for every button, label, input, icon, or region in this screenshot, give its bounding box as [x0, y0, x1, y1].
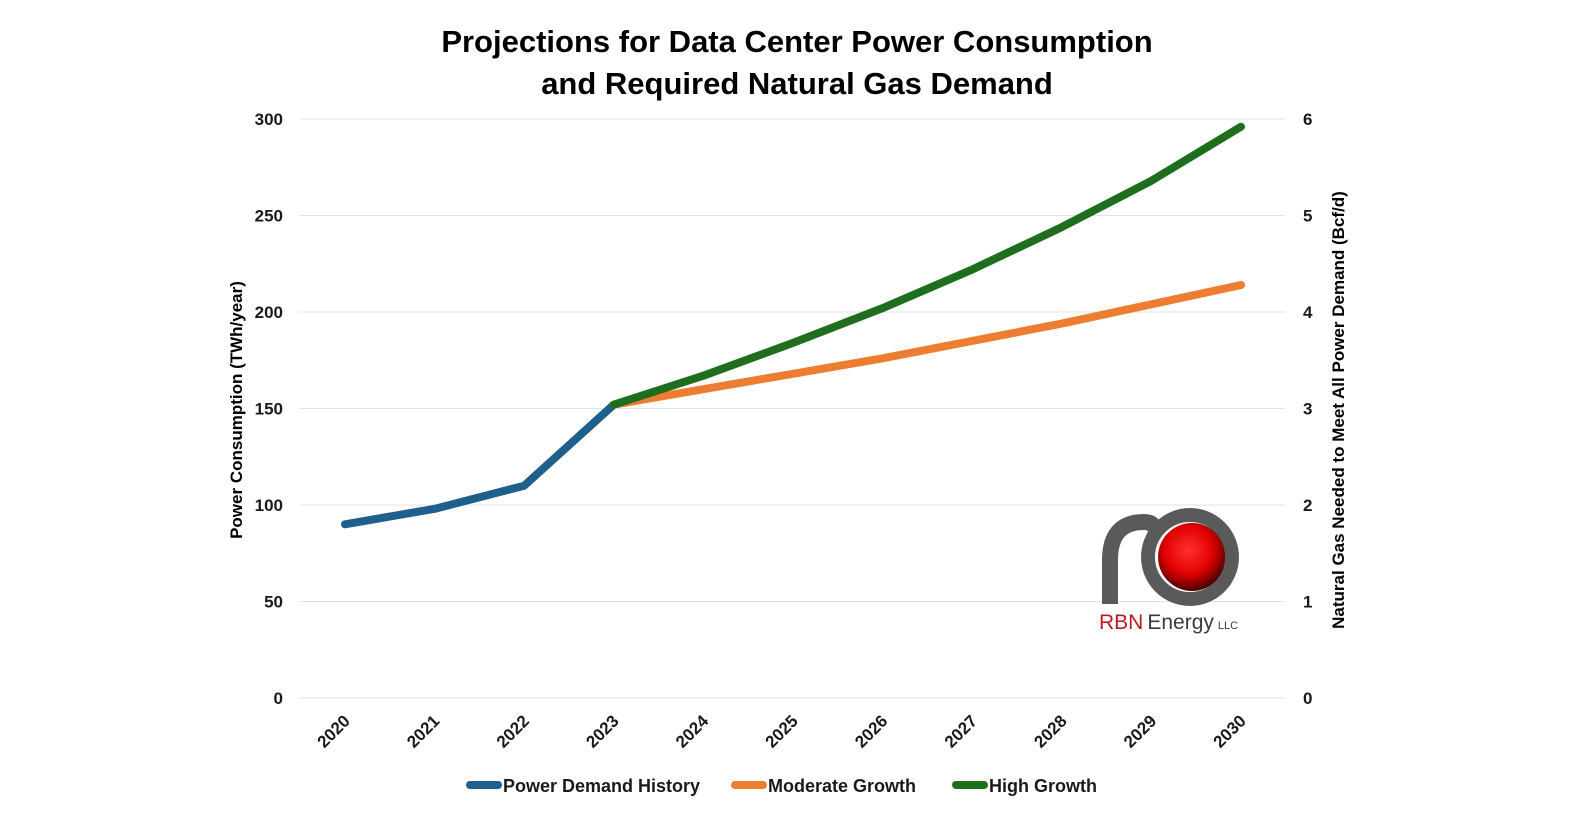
x-tick-label: 2026 — [851, 711, 891, 751]
left-y-tick-label: 50 — [264, 593, 283, 612]
left-y-tick-label: 100 — [255, 496, 283, 515]
logo-red-ball — [1158, 523, 1226, 591]
right-y-tick-label: 5 — [1303, 207, 1312, 226]
left-y-tick-label: 300 — [255, 110, 283, 129]
right-y-tick-label: 6 — [1303, 110, 1312, 129]
legend-label: Moderate Growth — [768, 776, 916, 796]
left-y-tick-label: 0 — [274, 689, 283, 708]
right-y-axis-ticks: 0 1 2 3 4 5 6 — [1303, 110, 1313, 708]
x-tick-label: 2028 — [1030, 711, 1070, 751]
chart-title: Projections for Data Center Power Consum… — [441, 24, 1152, 101]
left-y-tick-label: 250 — [255, 207, 283, 226]
series-line-high-growth — [609, 122, 1245, 409]
rbn-energy-logo: RBN Energy LLC — [1099, 476, 1239, 634]
logo-b-ring — [1141, 508, 1239, 606]
chart-title-line-2: and Required Natural Gas Demand — [541, 66, 1053, 101]
series-lines — [341, 122, 1245, 529]
right-y-tick-label: 2 — [1303, 496, 1312, 515]
right-y-axis-title: Natural Gas Needed to Meet All Power Dem… — [1329, 191, 1348, 629]
x-tick-label: 2030 — [1210, 711, 1250, 751]
logo-text: RBN Energy LLC — [1099, 611, 1238, 634]
legend-item-power-demand-history: Power Demand History — [466, 776, 700, 796]
right-y-tick-label: 0 — [1303, 689, 1312, 708]
x-tick-label: 2024 — [672, 711, 713, 752]
chart-legend: Power Demand History Moderate Growth High … — [466, 776, 1097, 796]
left-y-tick-label: 200 — [255, 303, 283, 322]
x-tick-label: 2021 — [403, 711, 443, 751]
x-tick-label: 2029 — [1120, 711, 1160, 751]
chart-title-line-1: Projections for Data Center Power Consum… — [441, 24, 1152, 59]
x-tick-label: 2020 — [314, 711, 354, 751]
x-tick-label: 2023 — [582, 711, 622, 751]
legend-item-moderate-growth: Moderate Growth — [731, 776, 916, 796]
x-tick-label: 2027 — [941, 711, 981, 751]
x-tick-label: 2022 — [493, 711, 533, 751]
series-line-power-demand-history — [341, 400, 618, 529]
left-y-tick-label: 150 — [255, 400, 283, 419]
x-tick-label: 2025 — [762, 711, 802, 751]
right-y-tick-label: 3 — [1303, 400, 1312, 419]
logo-pipe-graphic — [1102, 476, 1239, 606]
series-line-moderate-growth — [609, 280, 1245, 409]
legend-label: High Growth — [989, 776, 1097, 796]
left-y-axis-title: Power Consumption (TWh/year) — [227, 281, 246, 539]
right-y-tick-label: 4 — [1303, 303, 1313, 322]
logo-brand-gray: Energy — [1147, 611, 1214, 634]
logo-brand-red: RBN — [1099, 611, 1143, 634]
legend-item-high-growth: High Growth — [952, 776, 1097, 796]
left-y-axis-ticks: 0 50 100 150 200 250 300 — [255, 110, 283, 708]
x-axis-ticks: 2020 2021 2022 2023 2024 2025 2026 2027 2028 2029… — [314, 711, 1250, 752]
logo-suffix: LLC — [1218, 620, 1238, 632]
legend-label: Power Demand History — [503, 776, 700, 796]
right-y-tick-label: 1 — [1303, 593, 1312, 612]
